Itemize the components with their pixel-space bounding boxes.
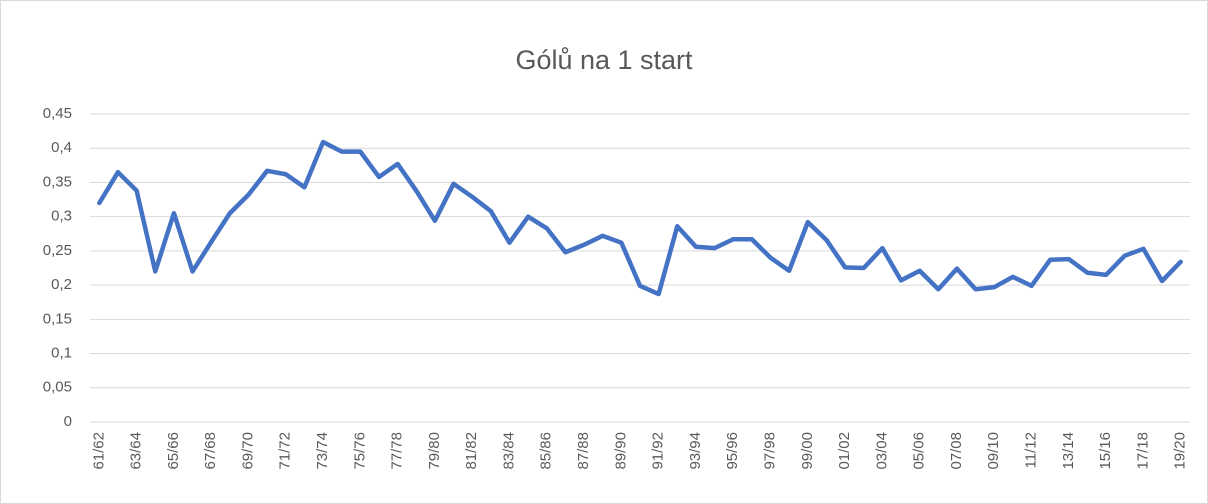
x-tick-label: 17/18 — [1134, 432, 1151, 470]
y-tick-label: 0,2 — [51, 276, 72, 293]
x-tick-label: 07/08 — [948, 432, 965, 470]
y-tick-label: 0,45 — [43, 105, 72, 122]
y-tick-label: 0 — [64, 413, 72, 430]
x-tick-label: 69/70 — [239, 432, 256, 470]
x-tick-label: 93/94 — [687, 432, 704, 470]
x-tick-label: 97/98 — [761, 432, 778, 470]
x-tick-label: 79/80 — [426, 432, 443, 470]
x-tick-label: 03/04 — [873, 432, 890, 470]
x-tick-label: 81/82 — [463, 432, 480, 470]
x-tick-label: 19/20 — [1172, 432, 1189, 470]
x-tick-label: 67/68 — [202, 432, 219, 470]
x-tick-label: 89/90 — [612, 432, 629, 470]
data-line — [97, 139, 1183, 297]
x-tick-label: 71/72 — [277, 432, 294, 470]
x-tick-label: 65/66 — [165, 432, 182, 470]
chart-title: Gólů na 1 start — [515, 45, 693, 75]
x-tick-label: 95/96 — [724, 432, 741, 470]
y-tick-label: 0,15 — [43, 310, 72, 327]
y-tick-label: 0,05 — [43, 379, 72, 396]
x-tick-label: 85/86 — [538, 432, 555, 470]
x-tick-label: 73/74 — [314, 432, 331, 470]
x-tick-label: 61/62 — [90, 432, 107, 470]
x-tick-label: 75/76 — [351, 432, 368, 470]
x-tick-label: 77/78 — [389, 432, 406, 470]
x-tick-label: 11/12 — [1022, 432, 1039, 468]
x-tick-label: 05/06 — [911, 432, 928, 470]
x-tick-label: 83/84 — [500, 432, 517, 470]
y-tick-label: 0,35 — [43, 173, 72, 190]
y-tick-label: 0,4 — [51, 139, 72, 156]
x-tick-label: 09/10 — [985, 432, 1002, 470]
x-tick-label: 01/02 — [836, 432, 853, 470]
x-tick-label: 99/00 — [799, 432, 816, 470]
x-tick-label: 63/64 — [128, 432, 145, 470]
x-tick-label: 13/14 — [1060, 432, 1077, 470]
x-tick-label: 91/92 — [650, 432, 667, 470]
y-tick-label: 0,25 — [43, 242, 72, 259]
x-tick-label: 15/16 — [1097, 432, 1114, 470]
y-tick-label: 0,3 — [51, 208, 72, 225]
x-tick-label: 87/88 — [575, 432, 592, 470]
y-tick-label: 0,1 — [51, 345, 72, 362]
